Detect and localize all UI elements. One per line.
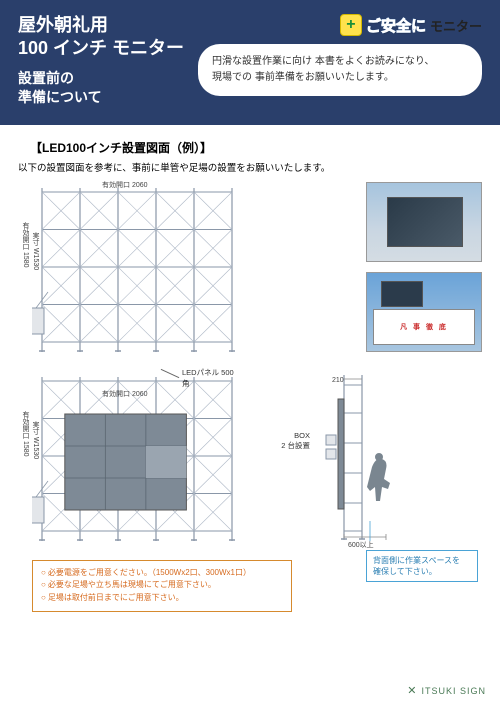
rear-note-box: 背面側に作業スペースを 確保して下さい。 bbox=[366, 550, 478, 582]
footer-brand: ITSUKI SIGN bbox=[421, 686, 486, 696]
panel-label: LEDパネル 500 角 bbox=[182, 367, 242, 389]
subtitle-line-2: 準備について bbox=[18, 89, 102, 105]
rear-note-line-2: 確保して下さい。 bbox=[373, 567, 437, 576]
note-line-2: 必要な足場や立ち馬は現場にてご用意下さい。 bbox=[41, 579, 283, 592]
diagram-row-1: 有効開口 2060 有効開口 1580 実寸 W1530 凡 事 徹 底 bbox=[18, 182, 482, 357]
dim-inner-bottom: 実寸 W1530 bbox=[30, 421, 40, 459]
box-count-text: 2 台設置 bbox=[281, 441, 310, 450]
photos-column: 凡 事 徹 底 bbox=[366, 182, 482, 352]
intro-line-2: 現場での 事前準備をお願いいたします。 bbox=[212, 72, 394, 83]
subtitle-line-1: 設置前の bbox=[18, 70, 74, 86]
page-subtitle: 設置前の 準備について bbox=[18, 69, 184, 107]
side-dim-bottom: 600以上 bbox=[348, 540, 374, 550]
dim-width-bottom: 有効開口 2060 bbox=[102, 389, 148, 399]
safety-plus-icon: + bbox=[340, 14, 362, 36]
side-view-wrap: 210 600以上 BOX 2 台設置 bbox=[314, 371, 394, 546]
note-line-3: 足場は取付前日までにご用意下さい。 bbox=[41, 592, 283, 605]
dim-height-bottom: 有効開口 1580 bbox=[20, 411, 30, 457]
header-banner: 屋外朝礼用 100 インチ モニター 設置前の 準備について + ご安全に モニ… bbox=[0, 0, 500, 125]
title-line-1: 屋外朝礼用 bbox=[18, 15, 108, 35]
scaffold-bottom-wrap: 有効開口 2060 有効開口 1580 実寸 W1530 LEDパネル 500 … bbox=[32, 371, 242, 546]
footer-logo-icon: ✕ bbox=[407, 684, 417, 697]
box-label: BOX 2 台設置 bbox=[262, 431, 310, 451]
dim-height-top: 有効開口 1580 bbox=[20, 222, 30, 268]
dim-width-top: 有効開口 2060 bbox=[102, 180, 148, 190]
intro-box: 円滑な設置作業に向け 本書をよくお読みになり、 現場での 事前準備をお願いいたし… bbox=[198, 44, 482, 96]
header-right: + ご安全に モニター 円滑な設置作業に向け 本書をよくお読みになり、 現場での… bbox=[198, 14, 482, 107]
section-desc: 以下の設置図面を参考に、事前に単管や足場の設置をお願いいたします。 bbox=[18, 160, 500, 174]
header-left: 屋外朝礼用 100 インチ モニター 設置前の 準備について bbox=[18, 14, 184, 107]
page-title: 屋外朝礼用 100 インチ モニター bbox=[18, 14, 184, 61]
note-line-1: 必要電源をご用意ください。（1500Wx2口、300Wx1口） bbox=[41, 567, 283, 580]
photo-banner-text: 凡 事 徹 底 bbox=[373, 309, 475, 345]
photo-site-1 bbox=[366, 182, 482, 262]
box-label-text: BOX bbox=[294, 431, 310, 440]
scaffold-top-wrap: 有効開口 2060 有効開口 1580 実寸 W1530 bbox=[32, 182, 242, 357]
dim-inner-top: 実寸 W1530 bbox=[30, 232, 40, 270]
side-view bbox=[314, 371, 394, 541]
brand-row: + ご安全に モニター bbox=[198, 14, 482, 36]
brand-monitor-text: モニター bbox=[430, 16, 482, 35]
footer-logo: ✕ ITSUKI SIGN bbox=[407, 684, 486, 697]
photo-site-2: 凡 事 徹 底 bbox=[366, 272, 482, 352]
diagram-row-2: 有効開口 2060 有効開口 1580 実寸 W1530 LEDパネル 500 … bbox=[18, 371, 482, 546]
intro-line-1: 円滑な設置作業に向け 本書をよくお読みになり、 bbox=[212, 56, 434, 67]
rear-note-line-1: 背面側に作業スペースを bbox=[373, 556, 460, 565]
side-dim-top: 210 bbox=[332, 377, 344, 384]
diagrams-area: 有効開口 2060 有効開口 1580 実寸 W1530 凡 事 徹 底 有効開… bbox=[0, 182, 500, 612]
brand-safety-text: ご安全に bbox=[366, 15, 426, 36]
section-title: 【LED100インチ設置図面（例）】 bbox=[30, 139, 500, 156]
notes-box: 必要電源をご用意ください。（1500Wx2口、300Wx1口） 必要な足場や立ち… bbox=[32, 560, 292, 612]
scaffold-top bbox=[32, 182, 242, 352]
title-line-2: 100 インチ モニター bbox=[18, 38, 184, 58]
